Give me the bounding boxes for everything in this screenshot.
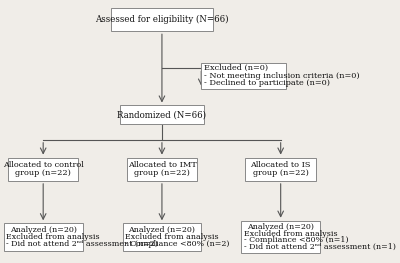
Text: - Did not attend 2ⁿᵈ assessment (n=2): - Did not attend 2ⁿᵈ assessment (n=2) xyxy=(6,240,158,248)
Text: Allocated to IMT: Allocated to IMT xyxy=(128,161,196,169)
FancyBboxPatch shape xyxy=(245,158,316,181)
FancyBboxPatch shape xyxy=(241,221,320,253)
FancyBboxPatch shape xyxy=(110,8,213,31)
Text: Randomized (N=66): Randomized (N=66) xyxy=(117,110,206,119)
Text: Analyzed (n=20): Analyzed (n=20) xyxy=(10,226,77,234)
Text: group (n=22): group (n=22) xyxy=(253,169,309,177)
Text: Assessed for eligibility (N=66): Assessed for eligibility (N=66) xyxy=(95,15,229,24)
Text: group (n=22): group (n=22) xyxy=(134,169,190,177)
Text: - Not meeting inclusion criteria (n=0): - Not meeting inclusion criteria (n=0) xyxy=(204,72,360,79)
Text: group (n=22): group (n=22) xyxy=(15,169,71,177)
FancyBboxPatch shape xyxy=(123,223,201,251)
FancyBboxPatch shape xyxy=(4,223,82,251)
Text: - Did not attend 2ⁿᵈ assessment (n=1): - Did not attend 2ⁿᵈ assessment (n=1) xyxy=(244,243,396,251)
Text: - Compliance <80% (n=1): - Compliance <80% (n=1) xyxy=(244,236,348,244)
Text: Allocated to IS: Allocated to IS xyxy=(250,161,311,169)
FancyBboxPatch shape xyxy=(120,105,204,124)
Text: Excluded from analysis: Excluded from analysis xyxy=(6,233,100,241)
Text: Excluded from analysis: Excluded from analysis xyxy=(125,233,219,241)
Text: - Declined to participate (n=0): - Declined to participate (n=0) xyxy=(204,79,330,87)
Text: Analyzed (n=20): Analyzed (n=20) xyxy=(128,226,196,234)
FancyBboxPatch shape xyxy=(127,158,197,181)
Text: - Compliance <80% (n=2): - Compliance <80% (n=2) xyxy=(125,240,230,248)
FancyBboxPatch shape xyxy=(201,63,286,89)
Text: Excluded from analysis: Excluded from analysis xyxy=(244,230,338,237)
Text: Allocated to control: Allocated to control xyxy=(3,161,84,169)
FancyBboxPatch shape xyxy=(8,158,78,181)
Text: Excluded (n=0): Excluded (n=0) xyxy=(204,64,268,72)
Text: Analyzed (n=20): Analyzed (n=20) xyxy=(247,223,314,231)
